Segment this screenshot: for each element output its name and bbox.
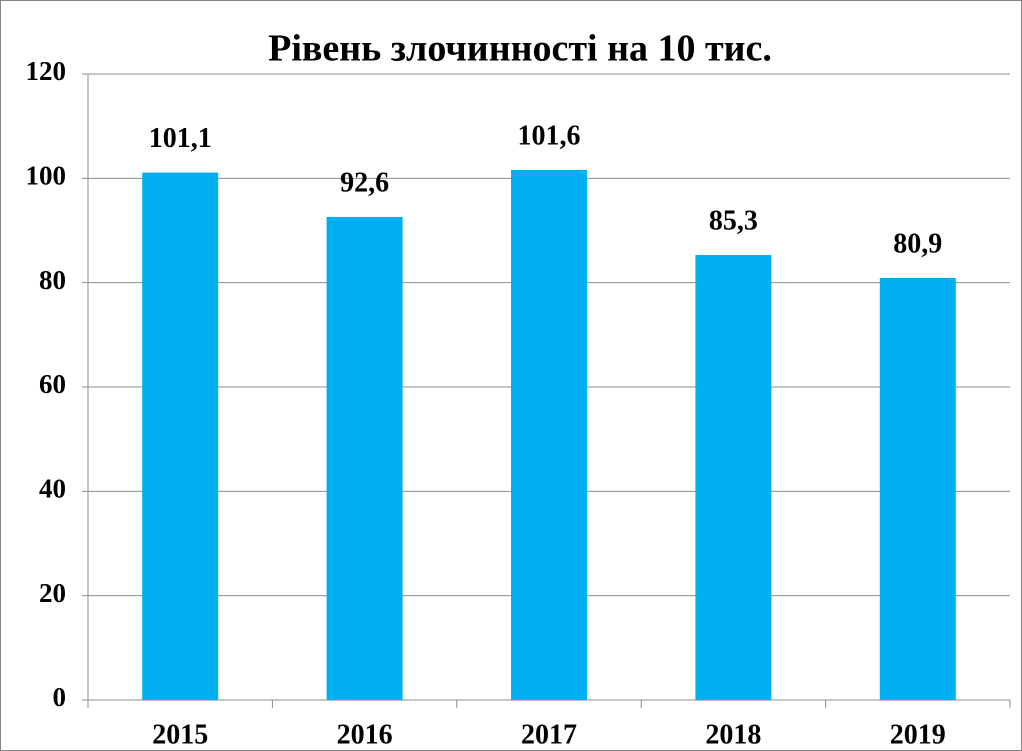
bar — [142, 172, 219, 701]
x-tick-label: 2019 — [890, 719, 946, 750]
data-label: 85,3 — [709, 205, 758, 236]
x-tick-label: 2018 — [705, 719, 761, 750]
y-tick-label: 120 — [26, 56, 67, 86]
y-tick-label: 20 — [39, 578, 66, 608]
bar — [695, 255, 772, 701]
chart-title: Рівень злочинності на 10 тис. — [268, 28, 772, 70]
y-tick-label: 80 — [39, 265, 66, 295]
bar — [326, 216, 403, 701]
y-tick-label: 100 — [26, 161, 67, 191]
y-tick-label: 60 — [39, 369, 66, 399]
data-label: 101,1 — [149, 123, 212, 154]
data-label: 80,9 — [893, 228, 942, 259]
x-tick-label: 2015 — [152, 719, 208, 750]
data-label: 101,6 — [518, 120, 581, 151]
x-tick-label: 2016 — [337, 719, 393, 750]
data-label: 92,6 — [340, 167, 389, 198]
y-tick-label: 0 — [53, 682, 67, 712]
x-tick-label: 2017 — [521, 719, 577, 750]
bar — [879, 277, 956, 700]
y-tick-label: 40 — [39, 474, 66, 504]
bar — [511, 169, 587, 700]
